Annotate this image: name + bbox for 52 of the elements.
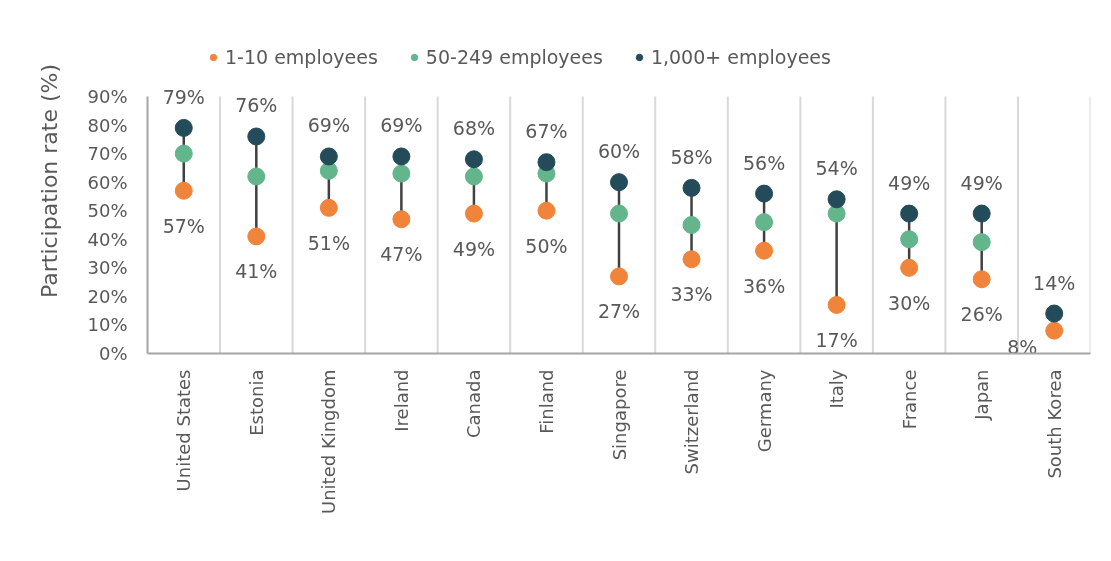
data-label: 76%	[235, 94, 278, 117]
data-label: 69%	[307, 114, 350, 137]
data-label: 47%	[380, 243, 423, 266]
x-tick-label: Japan	[971, 369, 993, 421]
data-label: 49%	[452, 237, 496, 260]
data-label: 33%	[670, 283, 713, 306]
data-label: 51%	[307, 231, 350, 254]
x-tick-label: Estonia	[245, 369, 267, 436]
data-label: 17%	[815, 328, 858, 351]
x-tick-label: Singapore	[608, 369, 630, 461]
x-tick-label: South Korea	[1043, 369, 1065, 479]
y-tick-label: 0%	[98, 343, 128, 364]
data-label: 27%	[597, 300, 641, 323]
y-tick-label: 10%	[87, 314, 128, 336]
data-label: 68%	[452, 117, 496, 140]
y-tick-label: 50%	[87, 200, 128, 222]
x-tick-label: France	[898, 369, 920, 430]
legend-label: 1,000+ employees	[650, 46, 831, 68]
y-tick-label: 70%	[87, 143, 128, 165]
y-tick-label: 40%	[87, 228, 128, 250]
x-tick-label: United States	[173, 369, 195, 492]
legend-label: 1-10 employees	[225, 46, 378, 68]
y-tick-label: 90%	[87, 86, 128, 107]
data-label: 36%	[742, 274, 786, 297]
data-label: 50%	[525, 234, 568, 257]
x-tick-label: United Kingdom	[318, 369, 340, 514]
y-tick-label: 60%	[87, 171, 128, 193]
data-label: 67%	[525, 120, 568, 143]
data-label: 60%	[597, 140, 641, 163]
data-label: 49%	[888, 171, 931, 194]
y-tick-label: 30%	[87, 257, 128, 279]
data-label: 41%	[235, 260, 278, 283]
data-label: 69%	[380, 114, 423, 137]
x-tick-label: Italy	[826, 369, 848, 409]
data-label: 14%	[1033, 271, 1076, 294]
x-tick-label: Germany	[753, 369, 775, 453]
x-tick-label: Switzerland	[681, 369, 703, 475]
data-label: 58%	[670, 145, 713, 168]
legend-label: 50-249 employees	[425, 46, 603, 68]
data-label: 79%	[162, 85, 205, 108]
data-label: 54%	[815, 157, 858, 180]
x-tick-label: Finland	[535, 369, 557, 434]
data-label: 30%	[888, 291, 931, 314]
y-tick-label: 20%	[87, 285, 128, 307]
x-tick-label: Ireland	[390, 369, 412, 432]
y-tick-label: 80%	[87, 114, 128, 136]
data-label: 49%	[960, 171, 1003, 194]
data-label: 56%	[742, 151, 786, 174]
x-tick-label: Canada	[463, 369, 485, 438]
y-axis-title: Participation rate (%)	[37, 63, 63, 299]
data-label: 26%	[960, 303, 1003, 326]
data-label: 57%	[162, 214, 205, 237]
